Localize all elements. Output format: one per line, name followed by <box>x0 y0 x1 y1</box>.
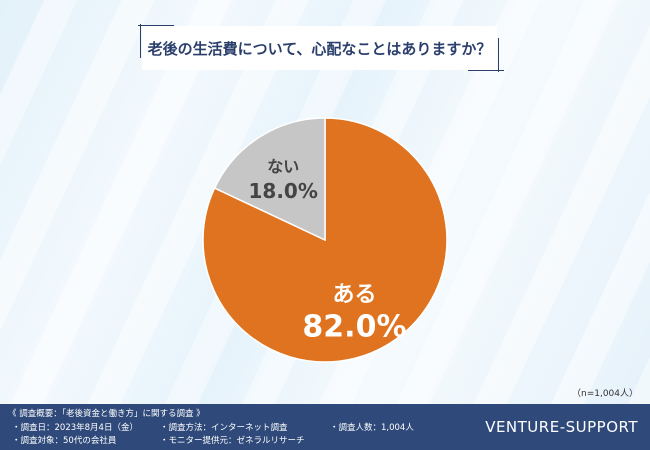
survey-target: ・調査対象：50代の会社員 <box>12 436 117 446</box>
sample-size-note: （n=1,004人） <box>571 389 638 399</box>
slice-value-nai: 18.0% <box>249 179 318 203</box>
chart-title: 老後の生活費について、心配なことはありますか？ <box>142 26 497 70</box>
survey-date: ・調査日：2023年8月4日（金） <box>12 423 138 433</box>
survey-footer: 《 調査概要：「老後資金と働き方」に関する調査 》 ・調査日：2023年8月4日… <box>0 404 650 450</box>
title-corner-decoration <box>498 38 499 72</box>
survey-heading: 《 調査概要：「老後資金と働き方」に関する調査 》 <box>8 409 205 419</box>
slice-value-aru: 82.0% <box>302 309 406 344</box>
title-corner-decoration <box>468 70 504 71</box>
pie-chart: ある 82.0% ない 18.0% <box>202 117 448 363</box>
title-corner-decoration <box>140 24 141 58</box>
title-corner-decoration <box>138 25 174 26</box>
pie-slice-1 <box>213 117 326 242</box>
survey-method: ・調査方法：インターネット調査 <box>160 423 288 433</box>
brand-logo: VENTURE-SUPPORT <box>485 418 638 436</box>
survey-provider: ・モニター提供元：ゼネラルリサーチ <box>160 436 305 446</box>
slice-label-aru: ある <box>332 282 376 307</box>
survey-count: ・調査人数：1,004人 <box>330 423 414 433</box>
slice-label-nai: ない <box>267 157 299 176</box>
